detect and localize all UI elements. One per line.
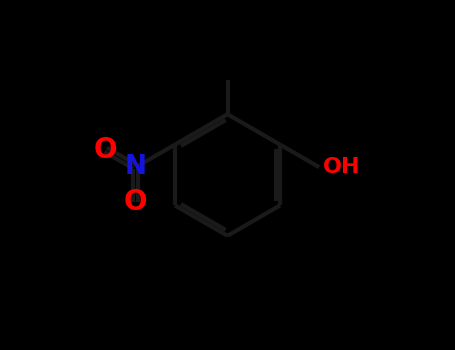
Text: O: O (94, 136, 117, 164)
Text: N: N (125, 154, 147, 180)
Text: O: O (124, 188, 147, 216)
Text: OH: OH (323, 157, 360, 177)
